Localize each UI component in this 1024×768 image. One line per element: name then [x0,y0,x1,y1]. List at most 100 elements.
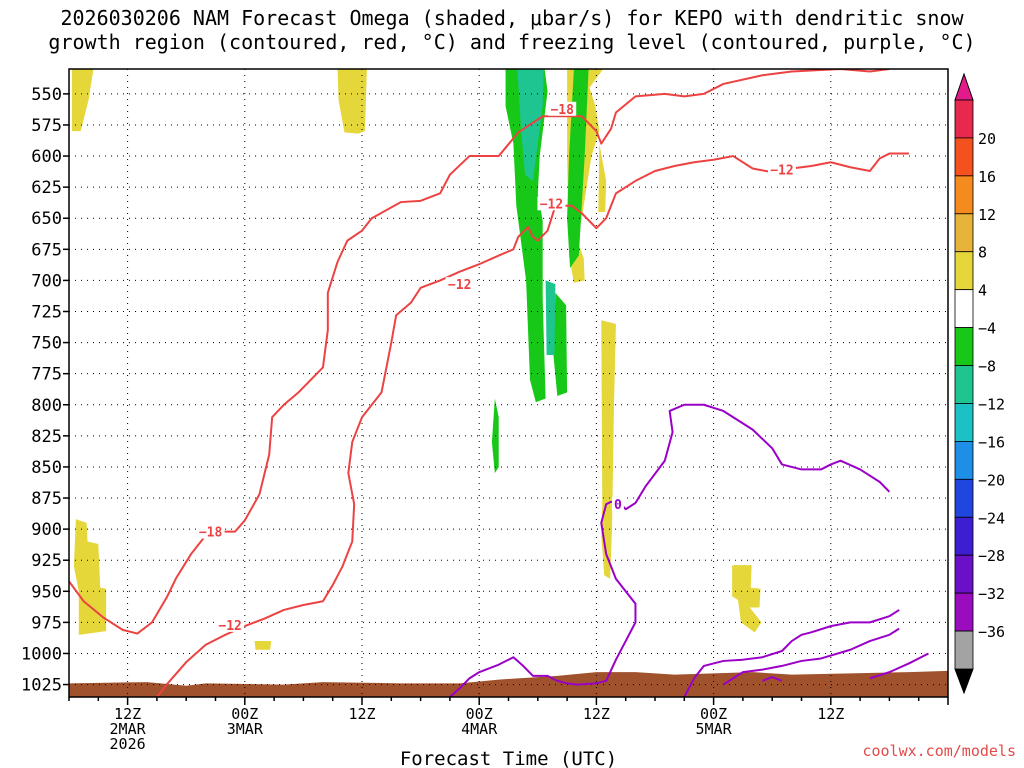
x-tick-label: 12Z [817,705,844,723]
omega-region-5 [73,519,107,635]
colorbar-label: 12 [978,206,996,224]
colorbar-bin-6 [954,327,974,366]
terrain-fill [69,670,948,697]
omega-region-6 [254,641,272,650]
purple-contour-label-0-bg [611,497,624,512]
omega-region-4 [601,320,616,579]
y-tick-label: 875 [31,489,62,509]
colorbar-top-arrow [954,72,974,101]
colorbar-label: −16 [978,433,1005,451]
red-contour-label-0: −18 [199,526,223,541]
y-tick-label: 1000 [21,644,62,664]
colorbar-bin-0 [954,99,974,139]
y-tick-label: 975 [31,613,62,633]
y-tick-label: 725 [31,302,62,322]
y-tick-label: 625 [31,178,62,198]
x-tick-label: 00Z [231,705,258,723]
colorbar-label: 8 [978,244,987,262]
colorbar-label: −4 [978,320,996,338]
y-tick-label: 550 [31,85,62,105]
x-tick-label: 3MAR [227,720,264,738]
red-contour-label-3: −18 [550,103,574,118]
colorbar-bin-11 [954,516,974,556]
colorbar-label: 20 [978,130,996,148]
y-tick-label: 650 [31,209,62,229]
chart-title: 2026030206 NAM Forecast Omega (shaded, μ… [0,6,1024,54]
y-tick-label: 775 [31,365,62,385]
plot-frame [68,68,949,698]
red-contour-label-2: −12 [448,278,471,293]
x-axis-label: Forecast Time (UTC) [400,748,617,768]
x-tick-label: 12Z [348,705,375,723]
colorbar-bin-3 [954,213,974,253]
y-tick-label: 575 [31,116,62,136]
colorbar-label: 4 [978,282,987,300]
y-tick-label: 1025 [21,676,62,696]
red-contour-label-3-bg [548,101,577,116]
y-tick-label: 675 [31,240,62,260]
red-contour-label-5-bg [767,162,796,177]
colorbar-label: −32 [978,585,1005,603]
colorbar-bin-2 [954,175,974,215]
omega-region-3 [598,143,607,213]
purple-contour-2 [722,627,900,686]
purple-contour-1 [683,609,900,697]
y-tick-label: 950 [31,582,62,602]
y-tick-label: 750 [31,334,62,354]
omega-region-13 [545,280,556,356]
red-contour-label-4-bg [537,196,566,211]
colorbar-bin-13 [954,592,974,632]
purple-contour-label-0: 0 [614,498,622,513]
y-tick-label: 925 [31,551,62,571]
y-tick-label: 850 [31,458,62,478]
colorbar-bottom-arrow [954,668,974,695]
x-tick-label: 12Z [583,705,610,723]
colorbar-bin-5 [954,289,974,328]
omega-region-1 [337,69,367,134]
omega-region-0 [71,69,94,132]
purple-contour-4 [869,652,929,680]
colorbar-bin-9 [954,440,974,480]
red-contour-label-0-bg [196,524,225,539]
colorbar-label: −20 [978,471,1005,489]
y-tick-label: 800 [31,396,62,416]
colorbar-label: −36 [978,623,1005,641]
red-contour-label-1-bg [216,617,245,632]
x-tick-label: 00Z [466,705,493,723]
purple-contour-0 [449,403,891,697]
colorbar-bin-10 [954,478,974,518]
x-tick-label: 00Z [700,705,727,723]
colorbar-label: 16 [978,168,996,186]
title-line-2: growth region (contoured, red, °C) and f… [48,30,976,54]
omega-region-9 [553,292,568,397]
y-tick-label: 600 [31,147,62,167]
red-contour-label-5: −12 [770,164,793,179]
colorbar-bin-4 [954,251,974,291]
x-tick-label: 4MAR [461,720,498,738]
red-contour-1 [156,152,909,697]
credit-text[interactable]: coolwx.com/models [862,742,1016,760]
colorbar-label: −8 [978,358,996,376]
purple-contour-3 [762,676,783,682]
colorbar-bin-7 [954,365,974,404]
omega-region-7 [732,565,762,633]
red-contour-label-2-bg [445,277,474,292]
colorbar-bin-8 [954,403,974,442]
red-contour-label-1: −12 [218,619,241,634]
x-tick-label: 5MAR [696,720,733,738]
colorbar-label: −28 [978,547,1005,565]
red-contour-label-4: −12 [540,197,563,212]
colorbar-label: −24 [978,509,1005,527]
omega-region-8 [505,69,548,403]
plot-area: −18 −12 −12 −18 −12 −12 0 [69,69,948,697]
title-line-1: 2026030206 NAM Forecast Omega (shaded, μ… [60,6,964,30]
colorbar-bin-12 [954,554,974,594]
y-tick-label: 900 [31,520,62,540]
y-tick-label: 700 [31,271,62,291]
colorbar-bin-14 [954,630,974,670]
red-contour-0 [69,69,890,635]
x-tick-label: 12Z [114,705,141,723]
x-tick-label: 2MAR [110,720,147,738]
x-tick-label: 2026 [110,735,146,753]
